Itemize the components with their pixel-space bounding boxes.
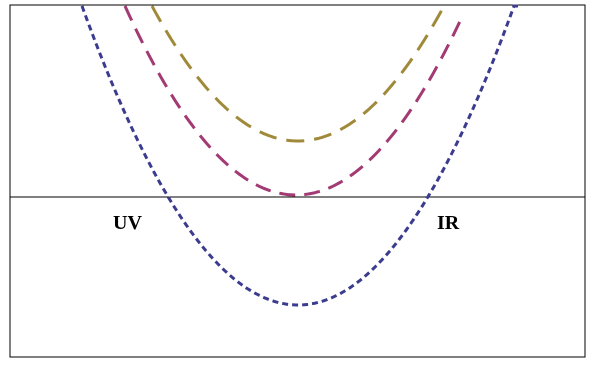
ir-label: IR xyxy=(437,212,460,234)
curve-deep xyxy=(80,4,518,307)
curve-middle xyxy=(123,5,463,197)
uv-label: UV xyxy=(113,212,142,234)
curve-shallow xyxy=(150,5,446,143)
plot-frame xyxy=(9,4,586,358)
